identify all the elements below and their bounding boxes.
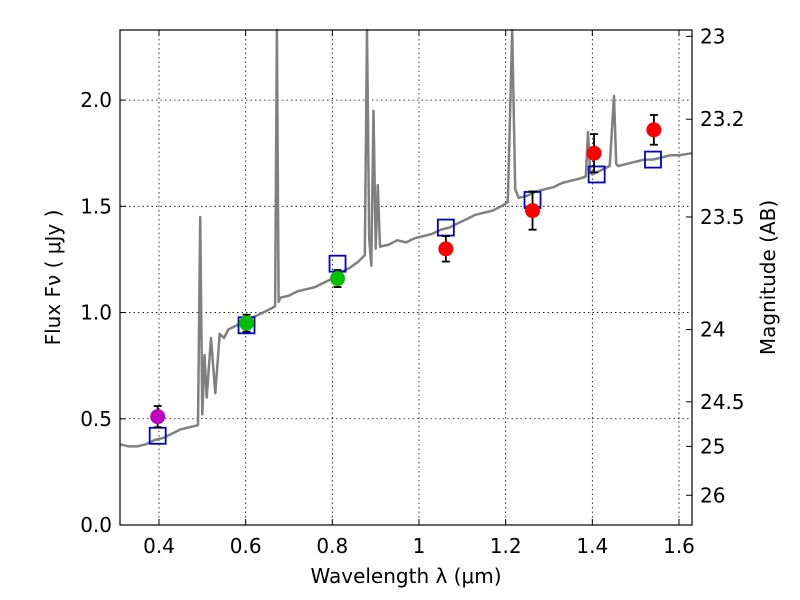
y-tick-label: 1.0: [80, 301, 112, 325]
model-points: [148, 150, 662, 445]
tick-marks: [120, 30, 692, 526]
right-axis-label: Magnitude (AB): [756, 200, 780, 355]
right-tick-label: 26: [700, 483, 725, 507]
observed-point-group: [586, 133, 602, 174]
y-tick-label: 1.5: [80, 194, 112, 218]
spectrum-line: [119, 28, 693, 448]
right-tick-label: 23.2: [700, 107, 745, 131]
right-tick-label: 23: [700, 24, 725, 48]
x-tick-label: 1.2: [490, 534, 522, 558]
observed-point: [586, 145, 602, 161]
observed-point-group: [239, 313, 255, 333]
observed-point-group: [330, 269, 346, 288]
observed-point: [438, 241, 454, 257]
observed-point: [150, 409, 166, 425]
x-tick-label: 1.6: [663, 534, 695, 558]
spectrum-series: [119, 28, 693, 448]
observed-point: [525, 203, 541, 219]
x-tick-label: 1: [413, 534, 426, 558]
x-axis-label: Wavelength λ (μm): [310, 564, 501, 588]
x-tick-label: 0.6: [230, 534, 262, 558]
y-axis-label: Flux Fν ( μJy ): [41, 210, 65, 346]
grid-lines: [120, 30, 692, 526]
observed-point-group: [646, 114, 662, 146]
right-tick-label: 24: [700, 318, 725, 342]
model-point: [644, 150, 662, 169]
right-tick-label: 24.5: [700, 390, 745, 414]
observed-point: [239, 315, 255, 331]
y-tick-label: 0.0: [80, 513, 112, 537]
observed-point-group: [150, 405, 166, 429]
x-tick-label: 0.8: [316, 534, 348, 558]
observed-point: [330, 271, 346, 287]
observed-points: [150, 114, 662, 429]
tick-labels: 0.4 0.6 0.8 1 1.2 1.4 1.6 0.0 0.5 1.0 1.5 2.0 23 23.2…: [80, 24, 744, 558]
observed-point-group: [525, 190, 541, 231]
right-tick-label: 25: [700, 434, 725, 458]
y-tick-label: 2.0: [80, 88, 112, 112]
x-tick-label: 0.4: [143, 534, 175, 558]
y-tick-label: 0.5: [80, 407, 112, 431]
right-tick-label: 23.5: [700, 205, 745, 229]
observed-point-group: [438, 235, 454, 263]
observed-point: [646, 122, 662, 138]
model-point: [587, 165, 606, 184]
x-tick-label: 1.4: [576, 534, 608, 558]
plot-frame: [119, 29, 693, 526]
